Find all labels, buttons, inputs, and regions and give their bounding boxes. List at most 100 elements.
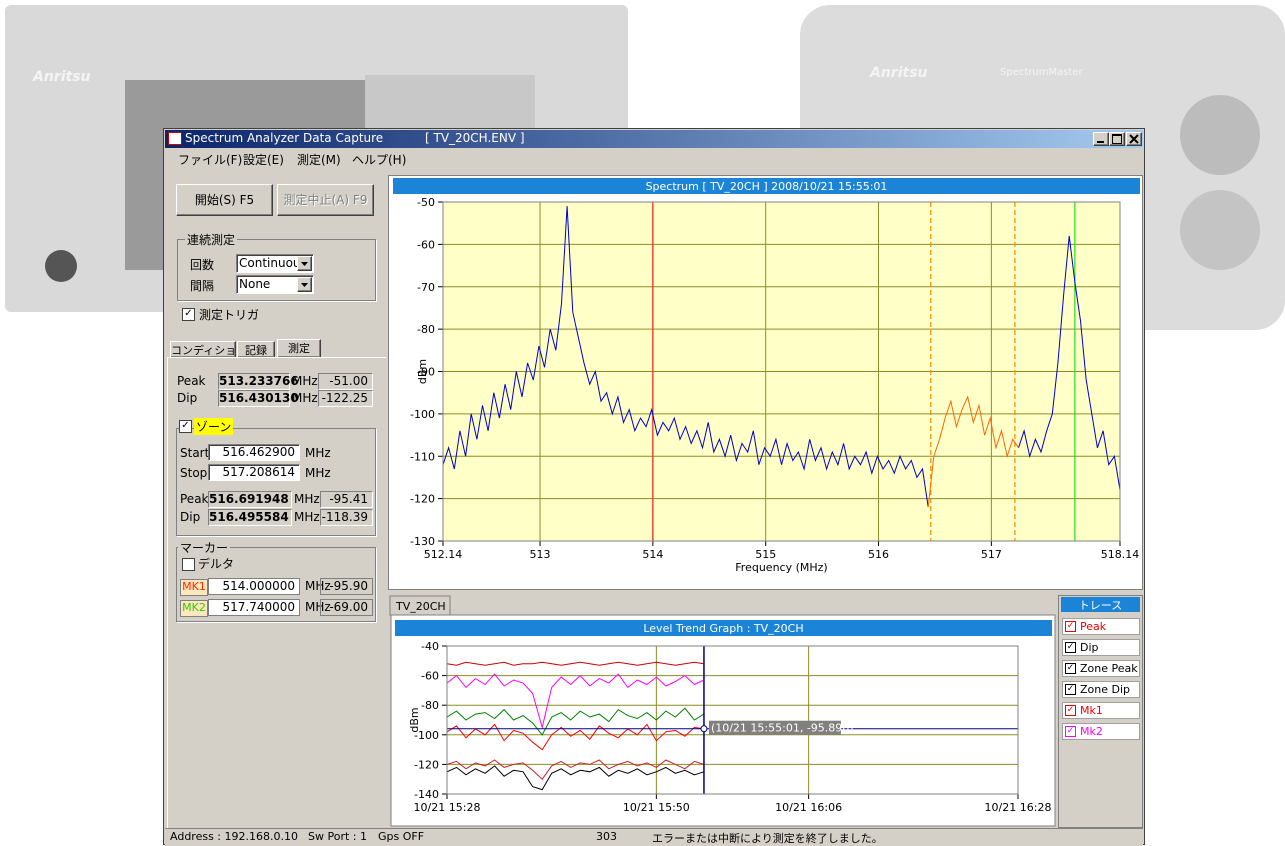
x-tick-label: 512.14: [424, 548, 463, 561]
close-glyph: [1129, 134, 1139, 144]
minimize-button[interactable]: [1093, 132, 1109, 146]
menu-item[interactable]: 測定(M): [297, 151, 341, 168]
status-item: 303: [596, 830, 617, 843]
arrow-glyph: [301, 283, 308, 287]
marker-label: MK1: [180, 579, 208, 596]
brand: Anritsu: [870, 65, 928, 81]
x-tick-label: 515: [755, 548, 776, 561]
arrow-glyph: [301, 262, 308, 266]
tab[interactable]: 記録: [237, 341, 275, 358]
unit: MHz: [292, 391, 318, 405]
dropdown[interactable]: None: [236, 275, 314, 294]
marker-label: MK2: [180, 600, 208, 617]
chart-title: Level Trend Graph : TV_20CH: [643, 622, 803, 635]
window-title: Spectrum Analyzer Data Capture: [185, 131, 383, 145]
legend-entry[interactable]: ✓Zone Peak: [1062, 660, 1140, 677]
y-tick-label: -50: [417, 196, 435, 209]
y-tick-label: -140: [414, 788, 439, 801]
freq-value: 513.233766: [218, 373, 290, 390]
legend-entry[interactable]: ✓Dip: [1062, 639, 1140, 656]
tab-label: TV_20CH: [395, 600, 446, 613]
dropdown-arrow[interactable]: [297, 256, 312, 271]
close-button[interactable]: [1126, 132, 1142, 146]
checkbox[interactable]: [182, 558, 195, 571]
photo-knob: [45, 250, 77, 282]
menu-item[interactable]: ファイル(F): [178, 151, 242, 168]
status-item: Sw Port : 1: [308, 830, 367, 843]
y-tick-label: -120: [410, 493, 435, 506]
input[interactable]: 517.740000: [208, 599, 300, 616]
freq-value: 516.691948: [208, 491, 292, 508]
input[interactable]: 517.208614: [208, 464, 300, 481]
model: SpectrumMaster: [1000, 67, 1083, 78]
chart-title: Spectrum [ TV_20CH ] 2008/10/21 15:55:01: [646, 180, 888, 193]
x-tick-label: 10/21 15:50: [623, 801, 690, 814]
photo-dial: [1180, 95, 1260, 175]
checkbox-label: 測定トリガ: [199, 306, 259, 323]
status-item: Gps OFF: [378, 830, 424, 843]
dropdown-value: None: [239, 277, 270, 291]
dropdown[interactable]: Continuous: [236, 254, 314, 273]
y-axis-label: dBm: [416, 359, 429, 384]
legend-label: Zone Peak: [1080, 662, 1138, 675]
group-title: 連続測定: [185, 231, 237, 248]
y-tick-label: -80: [421, 699, 439, 712]
tab-active[interactable]: 測定: [277, 339, 321, 358]
window-file: [ TV_20CH.ENV ]: [425, 131, 525, 145]
legend-checkbox: ✓: [1065, 726, 1076, 737]
x-tick-label: 514: [642, 548, 663, 561]
legend: トレース✓Peak✓Dip✓Zone Peak✓Zone Dip✓Mk1✓Mk2: [1058, 595, 1143, 828]
y-tick-label: -70: [417, 281, 435, 294]
page: Anritsu Anritsu SpectrumMaster Spectrum …: [0, 0, 1285, 845]
legend-label: Zone Dip: [1080, 683, 1130, 696]
dropdown-arrow[interactable]: [297, 277, 312, 292]
y-tick-label: -80: [417, 323, 435, 336]
trend-chart: TV_20CH Level Trend Graph : TV_20CH -140 -1…: [388, 595, 1057, 828]
menu-item[interactable]: ヘルプ(H): [352, 151, 406, 168]
y-tick-label: -60: [417, 238, 435, 251]
brand: Anritsu: [33, 69, 91, 85]
cursor-point: [701, 726, 707, 732]
unit: MHz: [305, 466, 331, 480]
freq-value: 516.430130: [218, 390, 290, 407]
input[interactable]: 516.462900: [208, 444, 300, 461]
unit: MHz: [292, 374, 318, 388]
legend-entry[interactable]: ✓Peak: [1062, 618, 1140, 635]
menu-item[interactable]: 設定(E): [243, 151, 284, 168]
x-tick-label: 517: [981, 548, 1002, 561]
y-tick-label: -40: [421, 640, 439, 653]
legend-entry[interactable]: ✓Mk1: [1062, 702, 1140, 719]
plot-area: [447, 646, 1018, 794]
stop-button[interactable]: 測定中止(A) F9: [277, 184, 374, 216]
row-label: Start: [180, 446, 209, 460]
y-tick-label: -120: [414, 758, 439, 771]
legend-checkbox: ✓: [1065, 642, 1076, 653]
legend-entry[interactable]: ✓Zone Dip: [1062, 681, 1140, 698]
unit: MHz: [294, 492, 320, 506]
legend-label: Mk2: [1080, 725, 1103, 738]
legend-entry[interactable]: ✓ Mk2: [1062, 723, 1140, 740]
minimize-glyph: [1097, 141, 1104, 143]
legend-label: Peak: [1080, 620, 1106, 633]
x-tick-label: 516: [868, 548, 889, 561]
label: 回数: [190, 256, 214, 273]
level-value: -51.00: [318, 373, 373, 390]
y-axis-label: dBm: [408, 707, 421, 732]
label: 間隔: [190, 277, 214, 294]
input[interactable]: 514.000000: [208, 578, 300, 595]
maximize-glyph: [1112, 134, 1122, 144]
y-tick-label: -100: [410, 408, 435, 421]
level-value: -95.41: [320, 491, 373, 508]
tab[interactable]: コンディション: [170, 341, 236, 358]
maximize-button[interactable]: [1109, 132, 1125, 146]
y-tick-label: -130: [410, 535, 435, 548]
title-bar: Spectrum Analyzer Data Capture [ TV_20CH…: [165, 130, 1143, 148]
checkbox[interactable]: ✓: [182, 308, 195, 321]
x-tick-label: 513: [530, 548, 551, 561]
unit: MHz: [305, 446, 331, 460]
status-item: エラーまたは中断により測定を終了しました。: [652, 830, 883, 846]
start-button[interactable]: 開始(S) F5: [176, 184, 273, 216]
x-tick-label: 10/21 16:06: [775, 801, 842, 814]
row-label: Stop: [180, 466, 207, 480]
checkbox[interactable]: ✓: [179, 420, 192, 433]
